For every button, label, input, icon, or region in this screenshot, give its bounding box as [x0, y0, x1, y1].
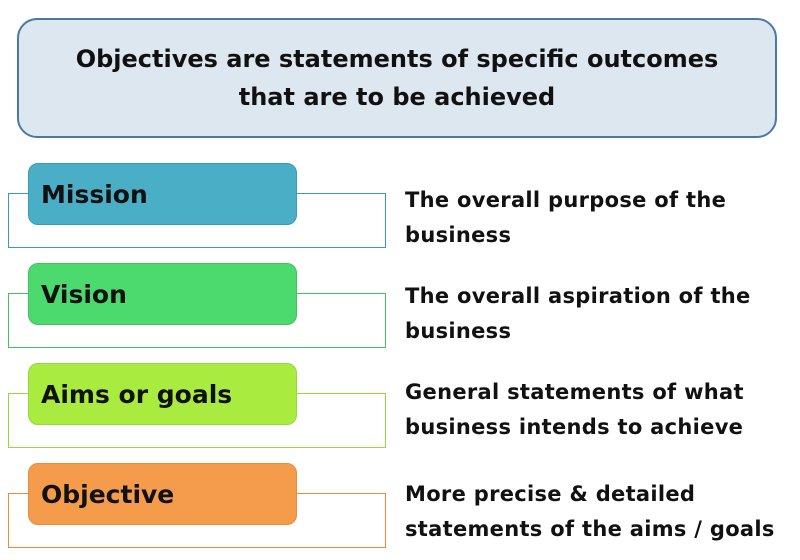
row-vision: Vision The overall aspiration of the bus…	[0, 263, 800, 358]
objective-description: More precise & detailed statements of th…	[405, 482, 775, 541]
row-aims-or-goals: Aims or goals General statements of what…	[0, 363, 800, 458]
row-mission: Mission The overall purpose of the busin…	[0, 163, 800, 258]
aims-or-goals-label-box: Aims or goals	[28, 363, 297, 425]
vision-description: The overall aspiration of the business	[405, 284, 751, 343]
mission-description: The overall purpose of the business	[405, 188, 727, 247]
objective-label-box: Objective	[28, 463, 297, 525]
aims-or-goals-description: General statements of what business inte…	[405, 380, 744, 439]
aims-or-goals-label: Aims or goals	[41, 379, 233, 409]
objectives-definition-box: Objectives are statements of specific ou…	[17, 18, 777, 138]
objectives-definition-text: Objectives are statements of specific ou…	[75, 45, 719, 111]
vision-label: Vision	[41, 279, 127, 309]
vision-label-box: Vision	[28, 263, 297, 325]
mission-label: Mission	[41, 179, 148, 209]
objective-label: Objective	[41, 479, 175, 509]
mission-label-box: Mission	[28, 163, 297, 225]
row-objective: Objective More precise & detailed statem…	[0, 463, 800, 558]
